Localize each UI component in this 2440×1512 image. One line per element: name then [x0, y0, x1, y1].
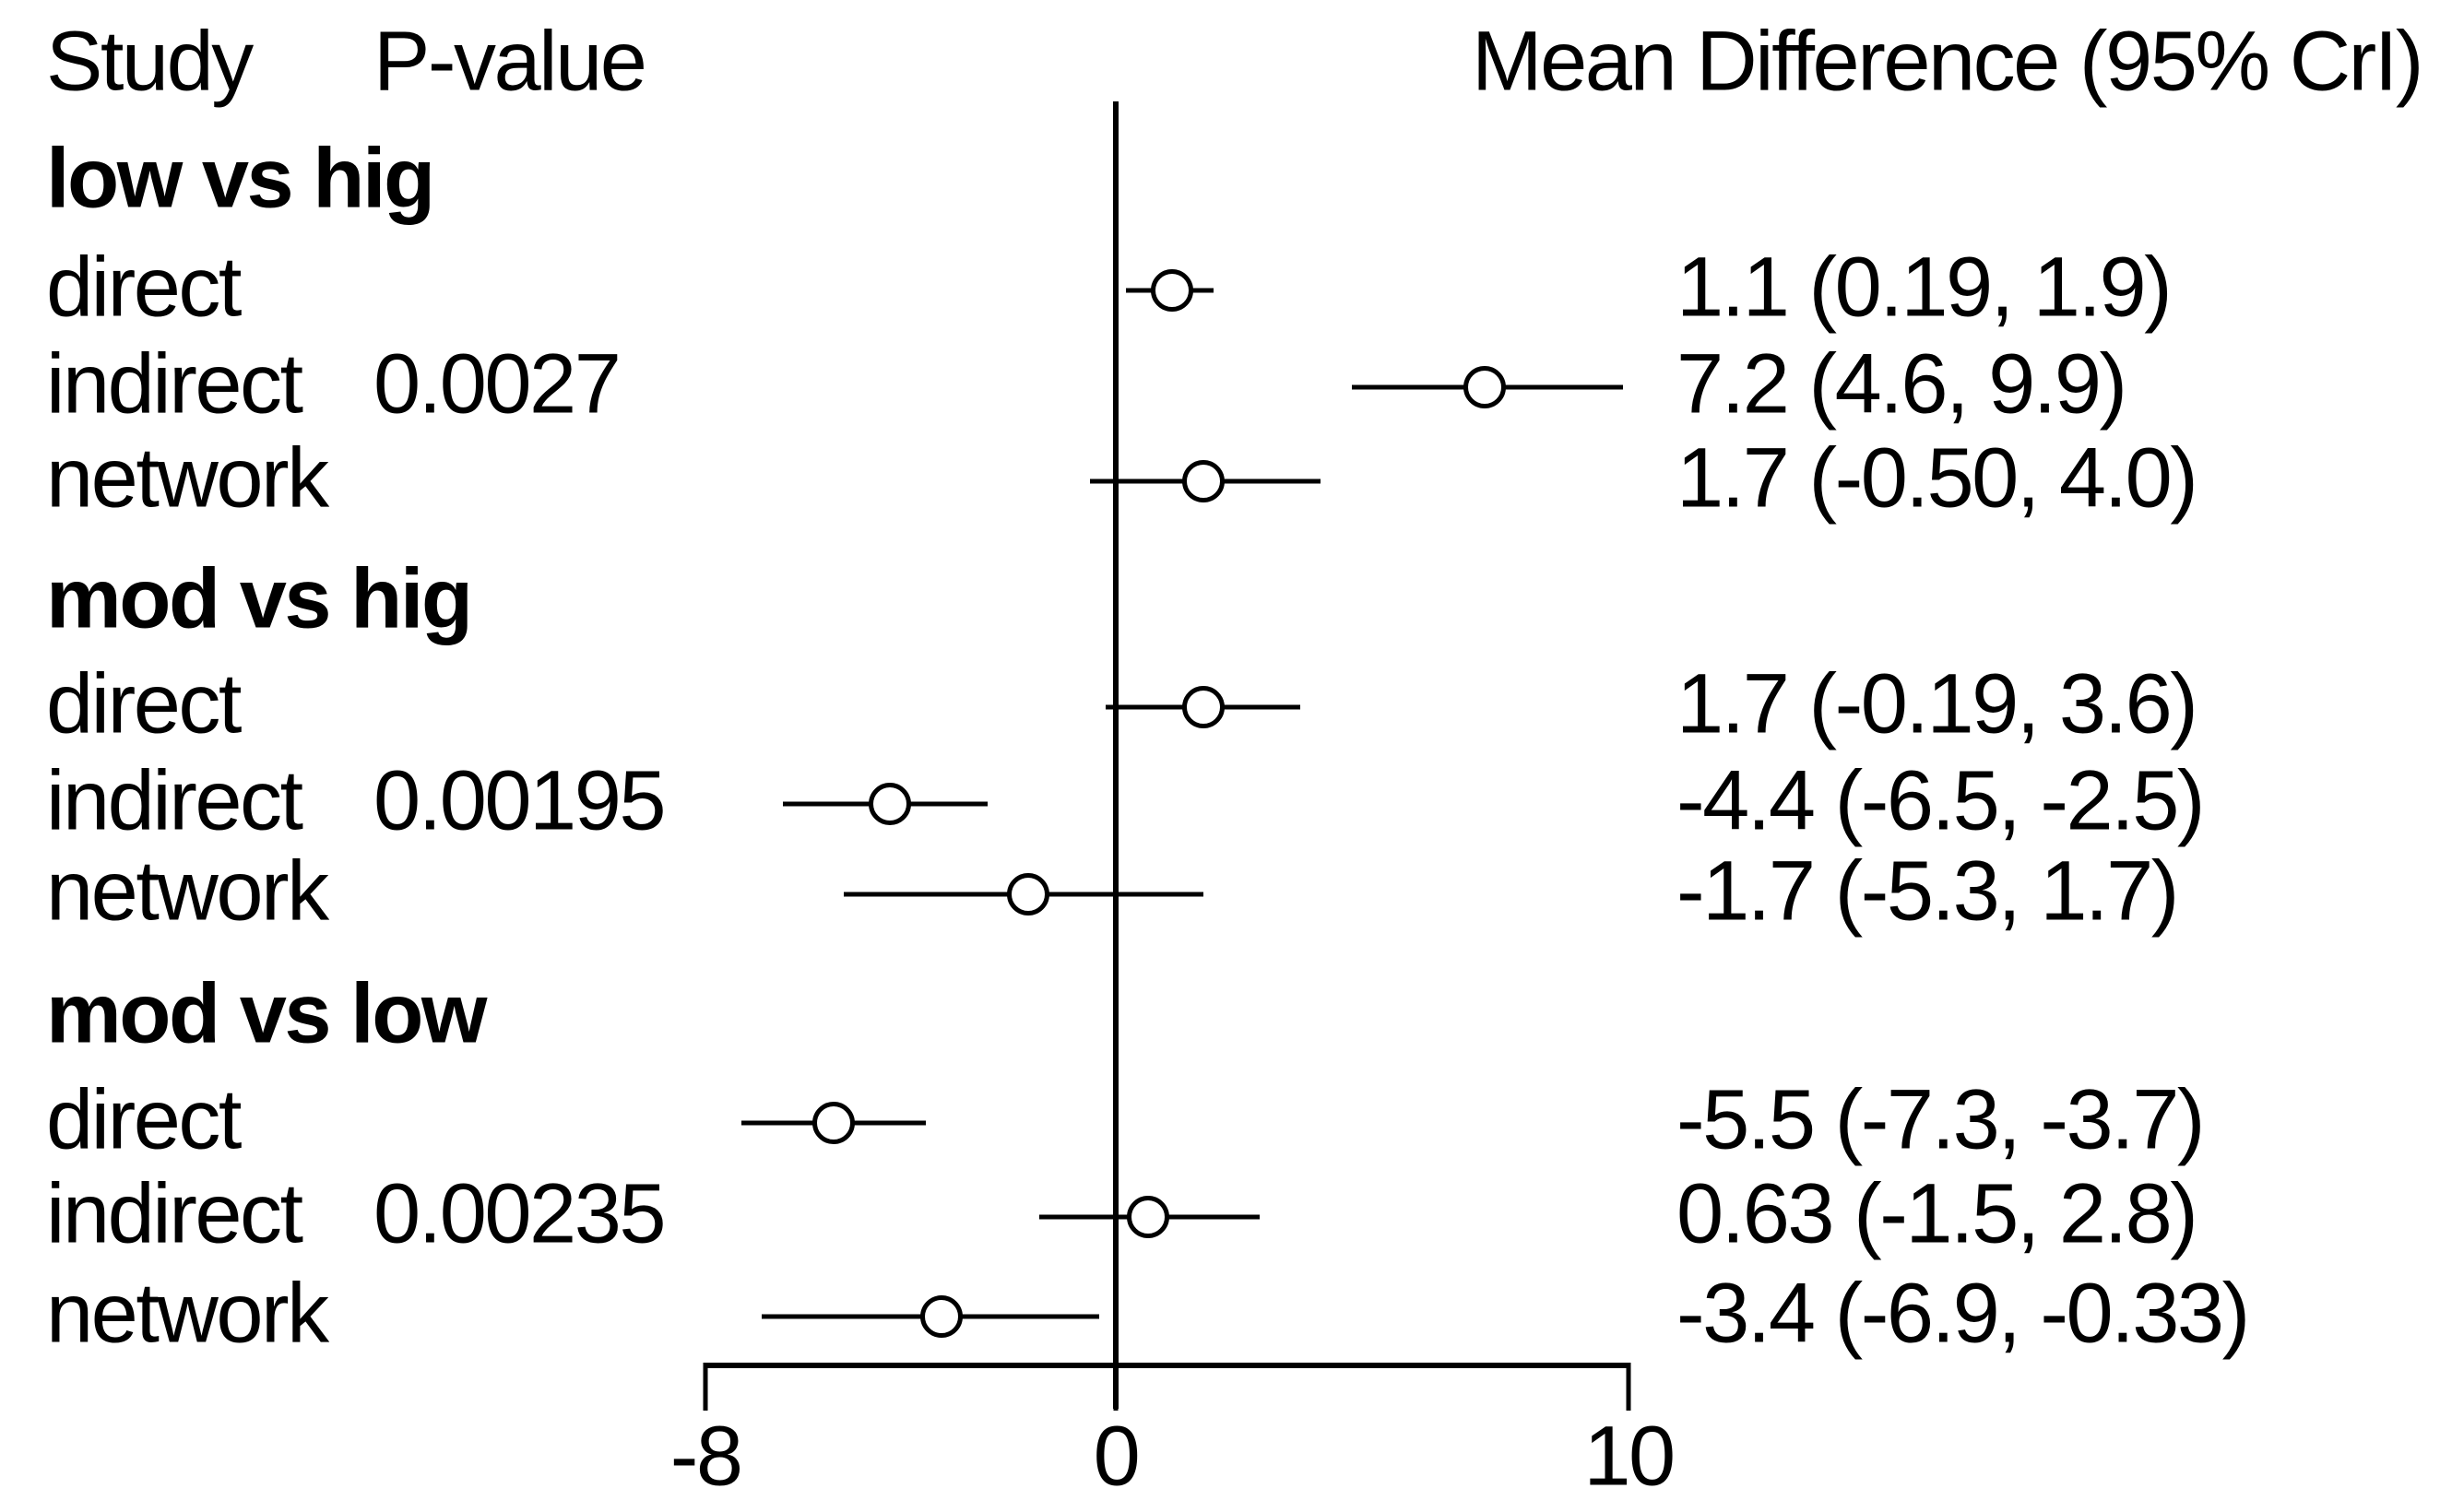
row-estimate: 0.63 (-1.5, 2.8) [1676, 1166, 2198, 1261]
row-label: network [46, 844, 329, 939]
row-estimate: -3.4 (-6.9, -0.33) [1676, 1266, 2250, 1361]
row-label: direct [46, 240, 242, 335]
row-pvalue: 0.00235 [373, 1166, 667, 1261]
row-estimate: 7.2 (4.6, 9.9) [1676, 337, 2127, 431]
row-estimate: 1.7 (-0.19, 3.6) [1676, 656, 2198, 751]
group-header: low vs hig [46, 131, 435, 226]
mean-marker [1463, 366, 1507, 408]
axis-tick [1113, 1363, 1119, 1411]
mean-marker [812, 1102, 856, 1144]
row-label: direct [46, 1072, 242, 1167]
axis-tick-label: 10 [1583, 1409, 1676, 1504]
mean-marker [869, 783, 912, 825]
axis-tick [703, 1363, 708, 1411]
axis-tick [1626, 1363, 1631, 1411]
row-label: indirect [46, 1166, 303, 1261]
mean-marker [1181, 686, 1225, 728]
x-axis-line [705, 1363, 1629, 1368]
row-pvalue: 0.0027 [373, 337, 622, 431]
row-estimate: 1.7 (-0.50, 4.0) [1676, 431, 2198, 526]
row-label: direct [46, 656, 242, 751]
zero-reference-line [1113, 101, 1119, 1409]
group-header: mod vs low [46, 966, 487, 1061]
row-estimate: -1.7 (-5.3, 1.7) [1676, 844, 2179, 939]
row-estimate: -5.5 (-7.3, -3.7) [1676, 1072, 2206, 1167]
column-header-estimate: Mean Difference (95% CrI) [1472, 14, 2424, 109]
row-label: network [46, 1266, 329, 1361]
mean-marker [919, 1295, 963, 1338]
row-estimate: -4.4 (-6.5, -2.5) [1676, 753, 2206, 848]
mean-marker [1127, 1196, 1170, 1238]
row-estimate: 1.1 (0.19, 1.9) [1676, 240, 2173, 335]
row-pvalue: 0.00195 [373, 753, 667, 848]
mean-marker [1151, 269, 1194, 312]
row-label: indirect [46, 337, 303, 431]
row-label: indirect [46, 753, 303, 848]
axis-tick-label: 0 [1093, 1409, 1141, 1504]
row-label: network [46, 431, 329, 526]
mean-marker [1181, 460, 1225, 502]
axis-tick-label: -8 [669, 1409, 743, 1504]
mean-marker [1007, 873, 1050, 915]
column-header-study: Study [46, 14, 254, 109]
column-header-pvalue: P-value [373, 14, 647, 109]
group-header: mod vs hig [46, 551, 473, 646]
